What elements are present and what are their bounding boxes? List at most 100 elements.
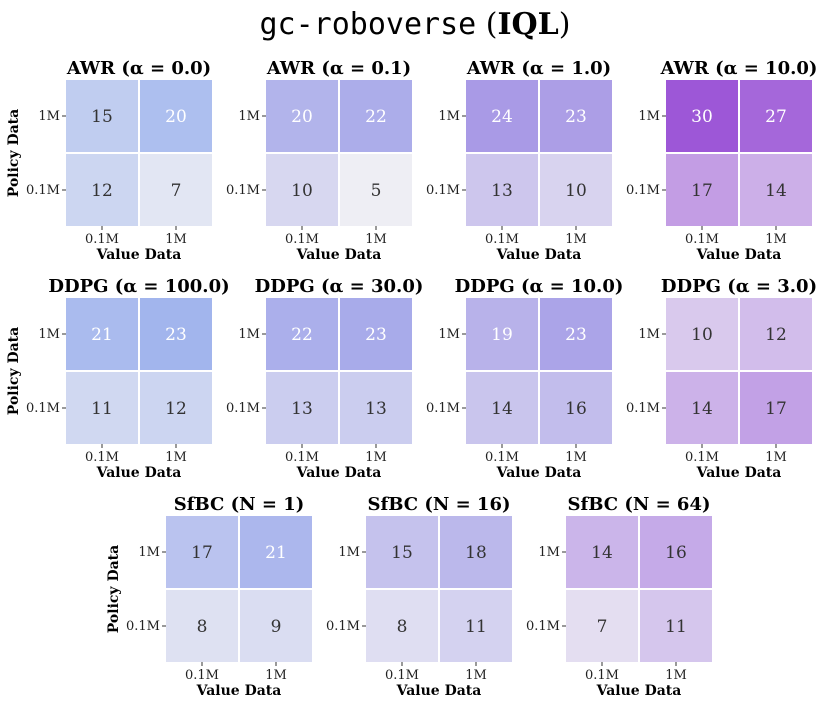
panel-title: AWR (α = 10.0) xyxy=(660,58,818,79)
row-tick-label: 1M xyxy=(38,109,60,124)
y-axis-label: Policy Data xyxy=(106,545,122,633)
heatmap-cell xyxy=(540,154,612,226)
cell-value-label: 17 xyxy=(191,543,213,563)
x-axis-label: Value Data xyxy=(696,247,782,263)
heatmap-cell xyxy=(240,590,312,662)
heatmap-cell xyxy=(740,372,812,444)
x-axis-label: Value Data xyxy=(596,683,682,699)
cell-value-label: 15 xyxy=(391,543,413,563)
heatmap-cell xyxy=(540,372,612,444)
panel-title: SfBC (N = 64) xyxy=(567,494,710,515)
figure-title-mono: gc-roboverse xyxy=(260,7,477,42)
heatmap-cell xyxy=(240,516,312,588)
heatmap-cell xyxy=(140,154,212,226)
cell-value-label: 23 xyxy=(365,325,387,345)
heatmap-cell xyxy=(666,154,738,226)
row-tick-label: 1M xyxy=(238,327,260,342)
cell-value-label: 11 xyxy=(465,617,487,637)
row-tick-label: 1M xyxy=(238,109,260,124)
cell-value-label: 14 xyxy=(765,181,787,201)
col-tick-label: 1M xyxy=(365,450,387,465)
heatmap-cell xyxy=(640,590,712,662)
col-tick-label: 1M xyxy=(765,450,787,465)
x-axis-label: Value Data xyxy=(96,465,182,481)
heatmap-cell xyxy=(440,590,512,662)
cell-value-label: 21 xyxy=(265,543,287,563)
heatmap-cell xyxy=(666,372,738,444)
row-tick-label: 1M xyxy=(638,109,660,124)
cell-value-label: 22 xyxy=(291,325,313,345)
x-axis-label: Value Data xyxy=(96,247,182,263)
cell-value-label: 13 xyxy=(365,399,387,419)
row-tick-label: 0.1M xyxy=(26,401,60,416)
heatmap-cell xyxy=(466,154,538,226)
row-tick-label: 1M xyxy=(438,327,460,342)
heatmap-cell xyxy=(540,298,612,370)
row-tick-label: 0.1M xyxy=(426,183,460,198)
panel-title: SfBC (N = 1) xyxy=(174,494,305,515)
figure-title-bold: IQL xyxy=(498,7,559,42)
heatmap-cell xyxy=(340,298,412,370)
panel-title: DDPG (α = 10.0) xyxy=(455,276,624,297)
panel-title: AWR (α = 1.0) xyxy=(466,58,611,79)
col-tick-label: 1M xyxy=(565,450,587,465)
cell-value-label: 23 xyxy=(565,325,587,345)
heatmap-cell xyxy=(566,590,638,662)
cell-value-label: 23 xyxy=(565,107,587,127)
cell-value-label: 17 xyxy=(765,399,787,419)
heatmap-cell xyxy=(740,154,812,226)
cell-value-label: 10 xyxy=(691,325,713,345)
cell-value-label: 30 xyxy=(691,107,713,127)
cell-value-label: 8 xyxy=(397,617,408,637)
cell-value-label: 20 xyxy=(291,107,313,127)
cell-value-label: 15 xyxy=(91,107,113,127)
row-tick-label: 1M xyxy=(538,545,560,560)
heatmap-cell xyxy=(740,298,812,370)
x-axis-label: Value Data xyxy=(396,683,482,699)
col-tick-label: 1M xyxy=(165,450,187,465)
cell-value-label: 10 xyxy=(565,181,587,201)
col-tick-label: 1M xyxy=(565,232,587,247)
cell-value-label: 10 xyxy=(291,181,313,201)
col-tick-label: 0.1M xyxy=(285,450,319,465)
heatmap-cell xyxy=(266,372,338,444)
cell-value-label: 14 xyxy=(691,399,713,419)
figure-title-close: ) xyxy=(559,7,571,42)
heatmap-cell xyxy=(166,590,238,662)
cell-value-label: 21 xyxy=(91,325,113,345)
col-tick-label: 0.1M xyxy=(85,232,119,247)
panel-title: DDPG (α = 30.0) xyxy=(255,276,424,297)
heatmap-cell xyxy=(66,80,138,152)
cell-value-label: 19 xyxy=(491,325,513,345)
col-tick-label: 0.1M xyxy=(185,668,219,683)
row-tick-label: 0.1M xyxy=(526,619,560,634)
heatmap-cell xyxy=(266,154,338,226)
cell-value-label: 14 xyxy=(591,543,613,563)
cell-value-label: 9 xyxy=(271,617,282,637)
cell-value-label: 16 xyxy=(565,399,587,419)
row-tick-label: 0.1M xyxy=(426,401,460,416)
y-axis-label: Policy Data xyxy=(6,109,22,197)
row-tick-label: 1M xyxy=(338,545,360,560)
heatmap-cell xyxy=(740,80,812,152)
figure-title: gc-roboverse (IQL) xyxy=(260,7,571,42)
panel-title: SfBC (N = 16) xyxy=(367,494,510,515)
cell-value-label: 8 xyxy=(197,617,208,637)
heatmap-cell xyxy=(340,80,412,152)
heatmap-cell xyxy=(440,516,512,588)
col-tick-label: 0.1M xyxy=(685,232,719,247)
row-tick-label: 1M xyxy=(38,327,60,342)
row-tick-label: 0.1M xyxy=(326,619,360,634)
x-axis-label: Value Data xyxy=(496,247,582,263)
col-tick-label: 1M xyxy=(365,232,387,247)
cell-value-label: 13 xyxy=(491,181,513,201)
heatmap-cell xyxy=(340,372,412,444)
heatmap-cell xyxy=(266,298,338,370)
x-axis-label: Value Data xyxy=(696,465,782,481)
row-tick-label: 0.1M xyxy=(126,619,160,634)
cell-value-label: 14 xyxy=(491,399,513,419)
